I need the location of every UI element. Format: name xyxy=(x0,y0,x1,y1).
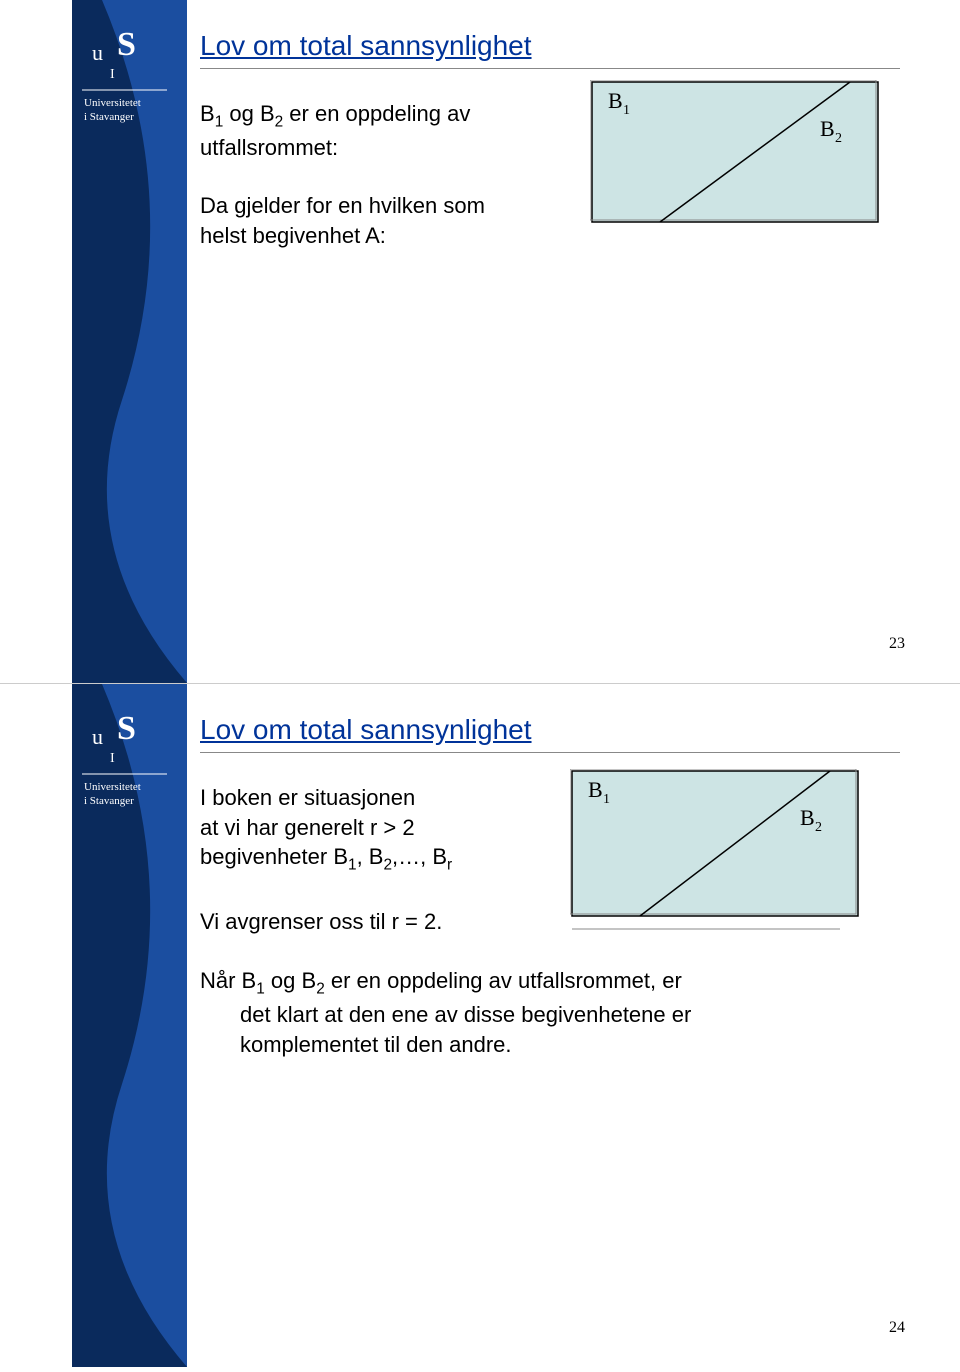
svg-text:S: S xyxy=(117,26,136,63)
t: det klart at den ene av disse begivenhet… xyxy=(240,1000,691,1030)
svg-text:S: S xyxy=(117,710,136,747)
svg-text:u: u xyxy=(92,40,103,65)
page-number: 23 xyxy=(889,635,905,653)
svg-text:i Stavanger: i Stavanger xyxy=(84,795,134,807)
t: I boken er situasjonen xyxy=(200,785,415,810)
t: begivenheter B xyxy=(200,844,348,869)
svg-text:2: 2 xyxy=(815,820,822,835)
partition-diagram: B 1 B 2 xyxy=(590,80,880,235)
t: og B xyxy=(265,968,316,993)
svg-text:u: u xyxy=(92,724,103,749)
svg-text:B: B xyxy=(820,116,835,141)
t: Da gjelder for en hvilken som xyxy=(200,193,485,218)
slide-2: u S I Universitetet i Stavanger Lov om t… xyxy=(0,684,960,1367)
t: B xyxy=(200,101,215,126)
svg-text:B: B xyxy=(608,88,623,113)
sidebar-logo: u S I Universitetet i Stavanger xyxy=(72,684,187,1367)
svg-text:1: 1 xyxy=(623,103,630,118)
slide-title: Lov om total sannsynlighet xyxy=(200,714,900,753)
t: at vi har generelt r > 2 xyxy=(200,815,415,840)
svg-text:I: I xyxy=(110,67,115,82)
sidebar-logo: u S I Universitetet i Stavanger xyxy=(72,0,187,683)
svg-text:Universitetet: Universitetet xyxy=(84,97,141,109)
svg-text:I: I xyxy=(110,751,115,766)
svg-text:B: B xyxy=(588,777,603,802)
t: Når B xyxy=(200,968,256,993)
page-number: 24 xyxy=(889,1319,905,1337)
t: 2 xyxy=(316,981,325,998)
t: 2 xyxy=(383,857,392,874)
t: 1 xyxy=(215,113,224,130)
t: komplementet til den andre. xyxy=(240,1030,512,1060)
svg-text:i Stavanger: i Stavanger xyxy=(84,111,134,123)
svg-text:Universitetet: Universitetet xyxy=(84,781,141,793)
t: 1 xyxy=(256,981,265,998)
t: er en oppdeling av xyxy=(283,101,470,126)
t: og B xyxy=(223,101,274,126)
text-block-1: I boken er situasjonen at vi har generel… xyxy=(200,783,550,877)
slide-1: u S I Universitetet i Stavanger Lov om t… xyxy=(0,0,960,683)
t: helst begivenhet A: xyxy=(200,223,386,248)
t: er en oppdeling av utfallsrommet, er xyxy=(325,968,682,993)
partition-diagram: B 1 B 2 xyxy=(570,769,860,939)
t: , B xyxy=(357,844,384,869)
svg-text:1: 1 xyxy=(603,792,610,807)
svg-text:B: B xyxy=(800,805,815,830)
svg-text:2: 2 xyxy=(835,131,842,146)
t: utfallsrommet: xyxy=(200,135,338,160)
t: 1 xyxy=(348,857,357,874)
text-block-1: B1 og B2 er en oppdeling av utfallsromme… xyxy=(200,99,560,163)
text-block-3: Når B1 og B2 er en oppdeling av utfallsr… xyxy=(200,966,910,1060)
t: Vi avgrenser oss til r = 2. xyxy=(200,909,442,934)
slide-title: Lov om total sannsynlighet xyxy=(200,30,900,69)
t: r xyxy=(447,857,452,874)
t: ,…, B xyxy=(392,844,447,869)
t: 2 xyxy=(275,113,284,130)
